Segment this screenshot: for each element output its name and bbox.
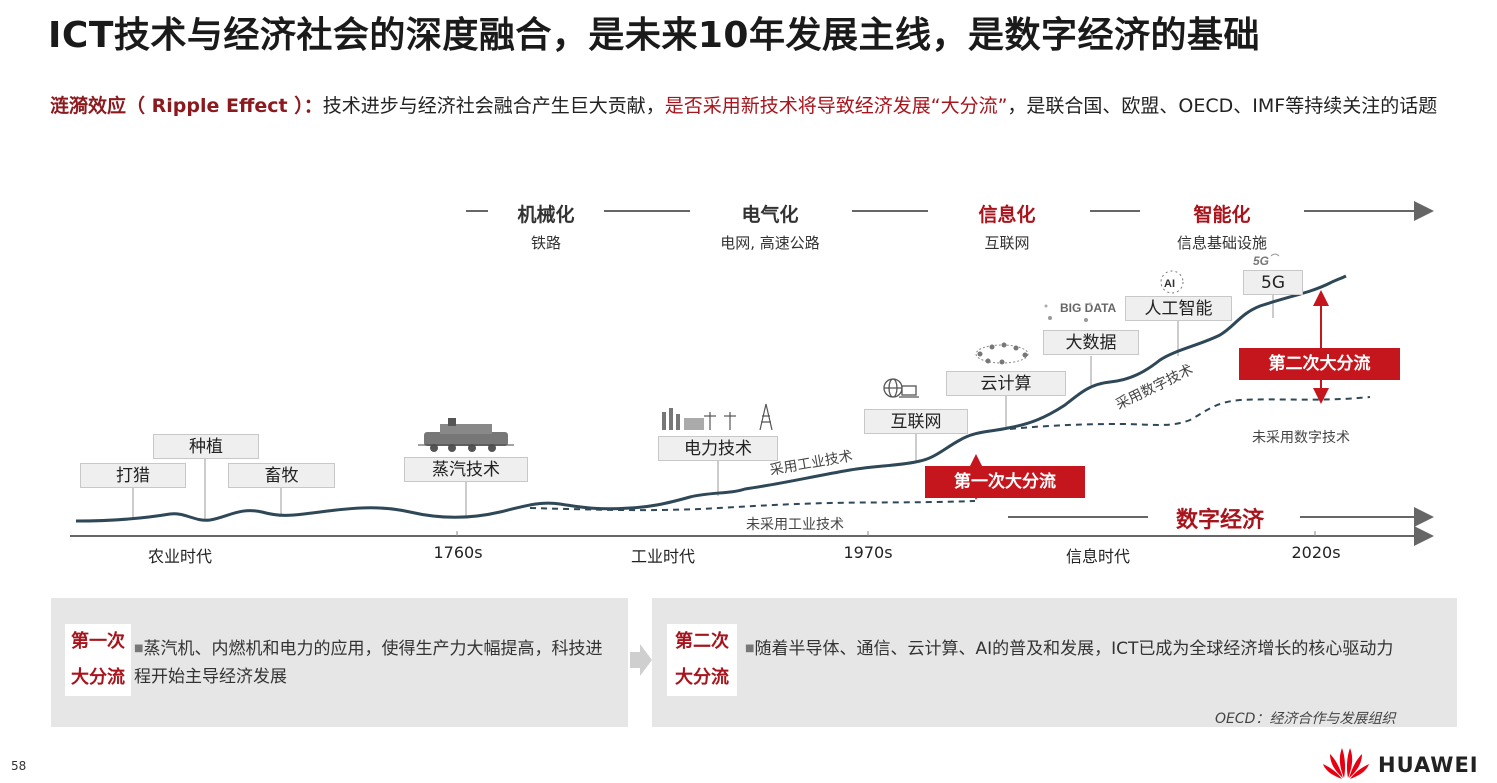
label-not-adopt-digital: 未采用数字技术 — [1252, 430, 1350, 446]
era-mechanization-infra: 铁路 — [530, 234, 561, 252]
era-intelligence-infra: 信息基础设施 — [1176, 234, 1267, 252]
subtitle-text-a: 技术进步与经济社会融合产生巨大贡献， — [322, 95, 665, 117]
non-adopt-industrial-curve — [529, 500, 976, 512]
svg-text:5G: 5G — [1253, 254, 1269, 268]
ai-icon: AI — [1160, 270, 1184, 294]
tech-box-5g: 5G — [1243, 270, 1303, 295]
panel-second-tag-line1: 第二次 — [675, 631, 729, 652]
panel-first-tag-line1: 第一次 — [71, 631, 125, 652]
axis-label-1970s: 1970s — [843, 543, 893, 562]
panel-first-text: ■蒸汽机、内燃机和电力的应用，使得生产力大幅提高，科技进程开始主导经济发展 — [134, 635, 604, 691]
era-mechanization: 机械化 — [517, 204, 575, 226]
panel-first-tag-line2: 大分流 — [71, 667, 125, 688]
bullet-icon: ■ — [134, 643, 144, 654]
subtitle-text-b: ，是联合国、欧盟、OECD、IMF等持续关注的话题 — [1007, 95, 1438, 117]
tech-box-power: 电力技术 — [658, 436, 778, 461]
panel-second-text-content: 随着半导体、通信、云计算、AI的普及和发展，ICT已成为全球经济增长的核心驱动力 — [754, 639, 1394, 659]
axis-label-industrial: 工业时代 — [630, 547, 696, 566]
era-electrification: 电气化 — [741, 204, 799, 226]
panel-second-tag-line2: 大分流 — [675, 667, 729, 688]
axis-label-1760s: 1760s — [433, 543, 483, 562]
tech-box-cloud: 云计算 — [946, 371, 1066, 396]
first-divergence-badge: 第一次大分流 — [925, 466, 1085, 498]
svg-text:AI: AI — [1164, 278, 1175, 290]
panel-second-tag: 第二次 大分流 — [667, 624, 737, 696]
tech-box-herding: 畜牧 — [228, 463, 335, 488]
era-informatization: 信息化 — [978, 204, 1036, 226]
svg-text:BIG DATA: BIG DATA — [1060, 301, 1117, 315]
era-informatization-infra: 互联网 — [984, 234, 1030, 252]
oecd-note: OECD：经济合作与发展组织 — [1215, 711, 1396, 727]
subtitle-term: 涟漪效应（ Ripple Effect ）： — [50, 95, 323, 117]
main-growth-curve — [75, 274, 1347, 523]
bullet-icon: ■ — [745, 643, 755, 654]
tech-box-planting: 种植 — [153, 434, 259, 459]
subtitle: 涟漪效应（ Ripple Effect ）：技术进步与经济社会融合产生巨大贡献，… — [50, 90, 1450, 122]
tech-box-bigdata: 大数据 — [1043, 330, 1139, 355]
panel-second-divergence — [652, 598, 1457, 727]
panel-arrow-icon — [630, 644, 652, 676]
huawei-logo-icon — [1323, 748, 1369, 779]
tech-box-ai: 人工智能 — [1125, 296, 1232, 321]
era-intelligence: 智能化 — [1193, 204, 1251, 226]
panel-first-tag: 第一次 大分流 — [65, 624, 131, 696]
cloud-computing-icon — [975, 342, 1029, 365]
era-electrification-infra: 电网, 高速公路 — [720, 234, 820, 252]
axis-label-information: 信息时代 — [1065, 547, 1131, 566]
axis-label-2020s: 2020s — [1291, 543, 1341, 562]
tech-box-internet: 互联网 — [864, 409, 968, 434]
tech-box-hunting: 打猎 — [80, 463, 186, 488]
big-data-icon: BIG DATA — [1044, 301, 1117, 322]
internet-icon — [883, 378, 919, 398]
axis-label-agriculture: 农业时代 — [147, 547, 213, 566]
label-not-adopt-industrial: 未采用工业技术 — [746, 517, 844, 533]
steam-engine-icon — [418, 418, 514, 452]
page-number: 58 — [11, 759, 27, 773]
panel-first-text-content: 蒸汽机、内燃机和电力的应用，使得生产力大幅提高，科技进程开始主导经济发展 — [134, 639, 603, 687]
page-title: ICT技术与经济社会的深度融合，是未来10年发展主线，是数字经济的基础 — [48, 15, 1260, 56]
digital-economy-label: 数字经济 — [1176, 508, 1265, 533]
non-adopt-digital-curve — [1009, 396, 1371, 430]
power-plant-icon — [662, 403, 773, 431]
5g-icon: 5G — [1253, 253, 1280, 268]
axis-ticks — [456, 531, 1316, 536]
brand-name: HUAWEI — [1378, 753, 1479, 777]
tech-box-steam: 蒸汽技术 — [404, 457, 528, 482]
panel-first-divergence — [51, 598, 628, 727]
subtitle-text-red: 是否采用新技术将导致经济发展“大分流” — [664, 95, 1008, 117]
panel-second-text: ■随着半导体、通信、云计算、AI的普及和发展，ICT已成为全球经济增长的核心驱动… — [745, 635, 1445, 663]
second-divergence-badge: 第二次大分流 — [1239, 348, 1400, 380]
